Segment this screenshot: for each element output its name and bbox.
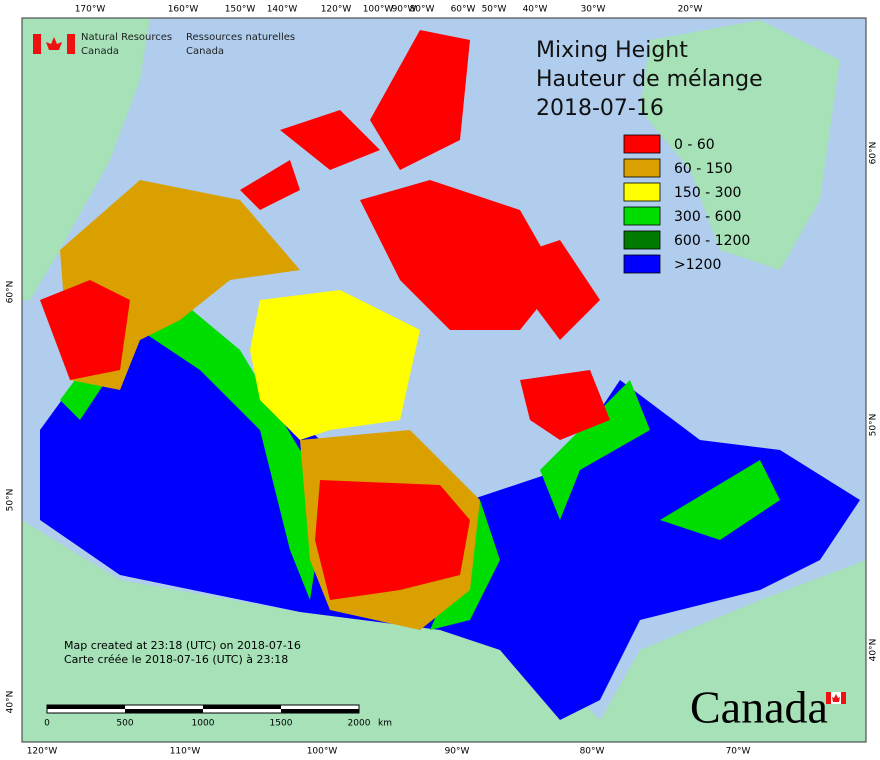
map-frame [21,17,867,743]
greenland [640,20,840,270]
agency-logo: Natural Resources Canada Ressources natu… [33,32,295,57]
lat-label: 40°N [6,691,16,714]
lon-label: 120°W [321,5,352,15]
scale-label: 1500 [270,719,293,729]
legend-label: 600 - 1200 [674,233,750,249]
agency-en: Canada [81,46,119,57]
lon-label: 140°W [267,5,298,15]
lon-label: 80°W [410,5,435,15]
flag-bar [841,692,846,704]
legend-swatch [623,230,661,250]
flag-bar [826,692,831,704]
wordmark: Canada [690,682,828,733]
title: 2018-07-16 [536,96,664,121]
zone-300-600-east [430,380,780,630]
flag-leaf [832,694,840,702]
legend-label: 0 - 60 [674,137,715,153]
lon-label: 70°W [726,747,751,757]
lon-label: 30°W [581,5,606,15]
lat-label: 60°N [869,142,879,165]
lon-label: 20°W [678,5,703,15]
lon-label: 90°W [445,747,470,757]
zone-0-60-arctic [240,30,600,340]
legend: 0 - 60 60 - 150 150 - 300 300 - 600 600 - 12… [623,134,750,274]
lon-label: 110°W [170,747,201,757]
agency-fr: Canada [186,46,224,57]
legend-swatch [623,206,661,226]
zone-0-60-quebec [520,370,610,440]
legend-label: 150 - 300 [674,185,741,201]
scale-bar: 0 500 1000 1500 2000 km [44,704,392,729]
scale-segment [125,709,203,713]
legend-swatch [623,182,661,202]
legend-label: >1200 [674,257,721,273]
scale-label: 0 [44,719,50,729]
lon-label: 100°W [307,747,338,757]
lon-label: 50°W [482,5,507,15]
lon-label: 80°W [580,747,605,757]
legend-swatch [623,158,661,178]
scale-segment [281,709,359,713]
legend-label: 300 - 600 [674,209,741,225]
frame-border [21,17,867,743]
legend-label: 60 - 150 [674,161,733,177]
legend-swatch [623,254,661,274]
alaska [22,18,150,300]
lat-label: 60°N [6,281,16,304]
lon-label: 60°W [451,5,476,15]
lat-label: 50°N [869,414,879,437]
zone-300-600 [60,300,330,600]
zone-0-60-west [40,280,130,380]
lat-label: 50°N [6,489,16,512]
scale-label: 2000 [348,719,371,729]
lon-label: 160°W [168,5,199,15]
scale-label: 1000 [192,719,215,729]
lon-label: 150°W [225,5,256,15]
footer-line: Map created at 23:18 (UTC) on 2018-07-16 [64,639,301,652]
scale-unit: km [378,719,392,729]
lon-label: 90°W [392,5,417,15]
scale-label: 500 [116,719,133,729]
flag-leaf [46,37,62,50]
lon-label: 40°W [523,5,548,15]
scale-segment [203,705,281,709]
flag-bar [67,34,75,54]
title: Mixing Height [536,38,688,63]
lat-label: 40°N [869,639,879,662]
legend-swatch [623,134,661,154]
flag-bar [33,34,41,54]
lon-label: 120°W [27,747,58,757]
lon-label: 100°W [363,5,394,15]
zone-0-60-central [315,480,470,600]
wordmark-flag [826,692,846,704]
footer-line: Carte créée le 2018-07-16 (UTC) à 23:18 [64,653,288,666]
agency-fr: Ressources naturelles [186,32,295,43]
zone-150-300 [250,290,420,440]
title: Hauteur de mélange [536,67,763,92]
agency-en: Natural Resources [81,32,172,43]
scale-segment [47,705,125,709]
lon-label: 170°W [75,5,106,15]
